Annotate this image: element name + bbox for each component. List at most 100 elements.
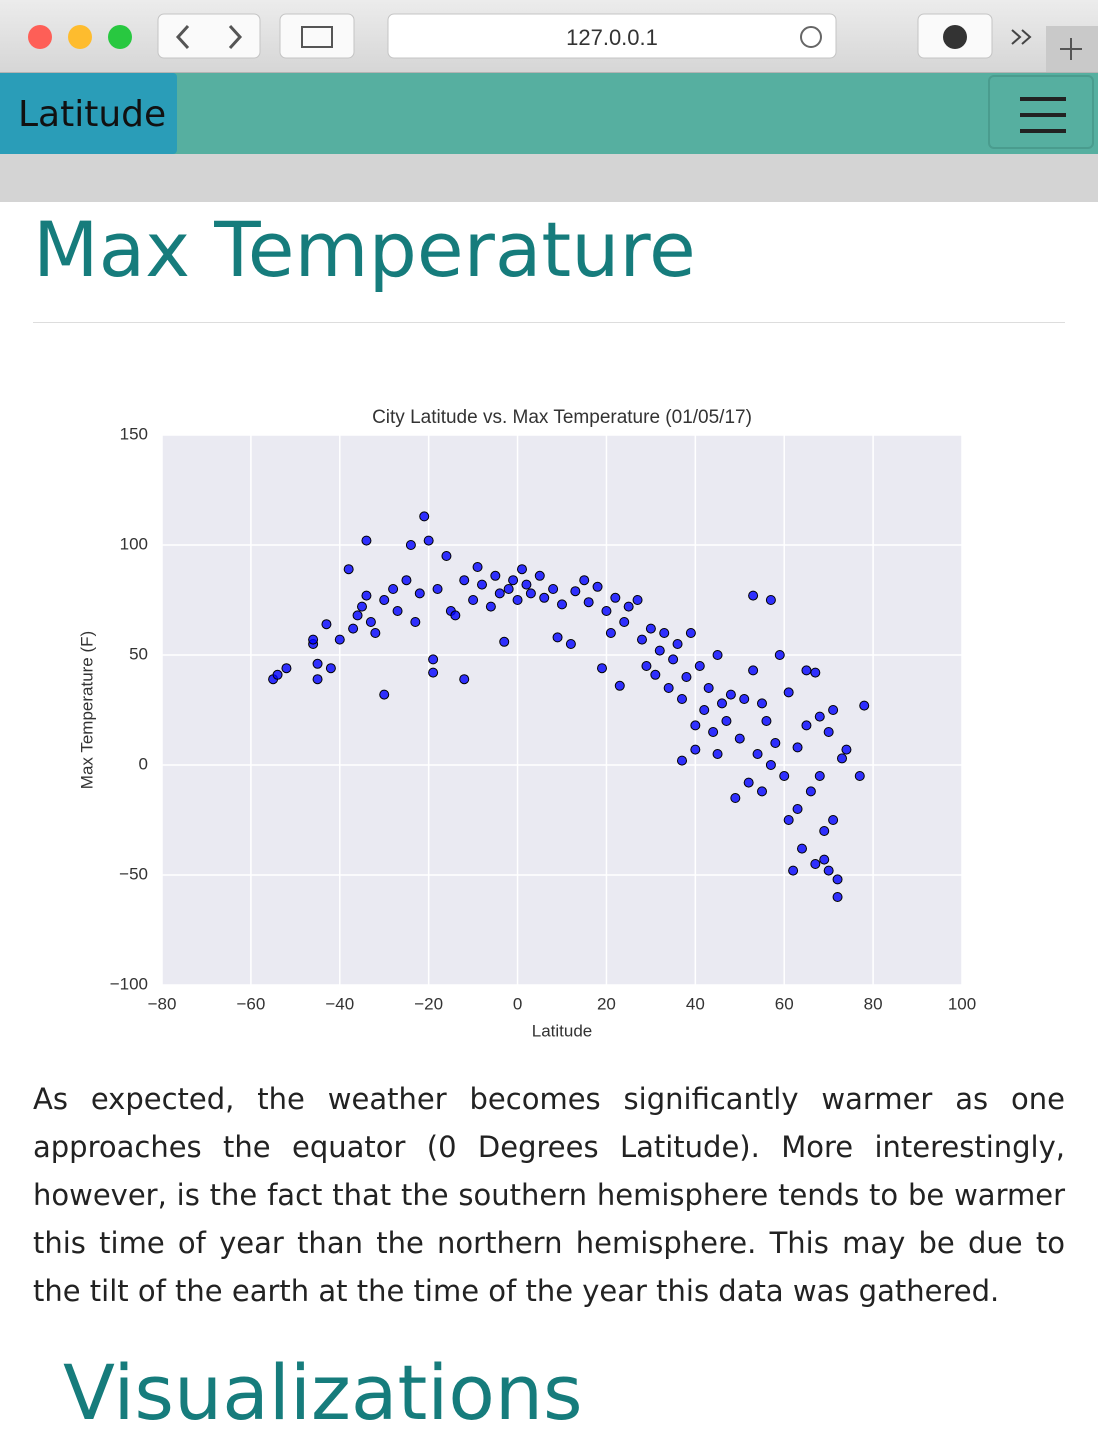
nav-arrows (175, 24, 243, 50)
point (472, 562, 483, 572)
description: As expected, the weather becomes signifi… (33, 1082, 1065, 1308)
point (708, 727, 719, 737)
point (450, 610, 461, 621)
point (428, 654, 439, 665)
point (663, 683, 674, 693)
point (477, 579, 487, 590)
x-tick-label: −60 (236, 994, 265, 1013)
point (792, 804, 803, 814)
point (734, 733, 745, 744)
menu-bar (1020, 129, 1066, 133)
address-bar[interactable] (387, 13, 837, 59)
point (357, 601, 367, 612)
toolbar-icons: 127.0.0.1 (28, 13, 1098, 72)
minimize-button[interactable] (68, 25, 92, 49)
point (570, 586, 581, 597)
point (748, 665, 759, 676)
point (348, 623, 359, 634)
point (334, 634, 345, 645)
divider (33, 322, 1065, 323)
y-tick-label: 0 (139, 754, 148, 773)
point (650, 669, 661, 680)
point (645, 623, 656, 634)
y-tick-label: −100 (110, 974, 148, 993)
point (637, 634, 647, 645)
point (343, 564, 354, 575)
point (832, 892, 843, 902)
zoom-button[interactable] (108, 25, 132, 49)
point (677, 755, 687, 766)
point (814, 711, 825, 722)
point (814, 771, 825, 781)
plus-icon (1060, 38, 1082, 60)
point (517, 564, 527, 575)
point (312, 674, 323, 685)
point (783, 815, 794, 825)
point (325, 663, 336, 674)
point (721, 716, 732, 726)
point (823, 865, 834, 876)
point (539, 592, 550, 603)
point (352, 610, 363, 621)
menu-toggle[interactable] (988, 75, 1094, 149)
point (770, 738, 781, 748)
x-tick-label: 60 (775, 994, 794, 1013)
close-button[interactable] (28, 25, 52, 49)
menu-bar (1020, 97, 1066, 101)
point (788, 865, 799, 876)
sidebar-icon (301, 26, 333, 48)
reload-button[interactable] (800, 26, 822, 48)
point (743, 777, 754, 788)
x-tick-label: 0 (513, 994, 522, 1013)
point (805, 786, 816, 797)
point (690, 720, 701, 731)
point (534, 570, 545, 581)
point (828, 815, 839, 825)
point (597, 663, 607, 674)
point (659, 628, 670, 638)
url: 127.0.0.1 (566, 25, 658, 50)
point (717, 698, 727, 709)
point (548, 584, 559, 594)
point (783, 687, 794, 698)
point (694, 661, 705, 671)
point (583, 597, 594, 608)
point (459, 575, 470, 586)
y-tick-label: 50 (129, 644, 148, 663)
y-axis-label: Max Temperature (F) (77, 631, 96, 789)
point (485, 601, 496, 612)
point (361, 535, 372, 546)
point (423, 535, 434, 546)
point (681, 672, 692, 682)
point (792, 742, 803, 753)
navbar-brand[interactable]: Latitude (0, 73, 177, 154)
point (654, 645, 665, 656)
sidebar-button[interactable] (279, 13, 355, 59)
point (712, 650, 723, 660)
download-icon (943, 25, 967, 49)
point (765, 760, 776, 770)
point (401, 575, 412, 586)
point (388, 584, 399, 594)
point (432, 584, 443, 594)
point (272, 669, 283, 680)
x-tick-label: 40 (686, 994, 705, 1013)
point (557, 599, 567, 610)
point (761, 716, 772, 726)
point (619, 617, 630, 627)
nav-buttons[interactable] (157, 13, 261, 59)
point (859, 700, 870, 711)
point (605, 628, 616, 638)
point (774, 650, 785, 660)
page-heading: Max Temperature (33, 205, 696, 294)
more-button[interactable] (1011, 29, 1032, 45)
y-tick-label: −50 (119, 864, 148, 883)
point (779, 771, 790, 781)
point (668, 654, 679, 665)
point (370, 628, 381, 638)
section-heading: Visualizations (63, 1348, 583, 1437)
point (725, 689, 736, 700)
spacer (0, 154, 1098, 202)
point (712, 749, 723, 759)
